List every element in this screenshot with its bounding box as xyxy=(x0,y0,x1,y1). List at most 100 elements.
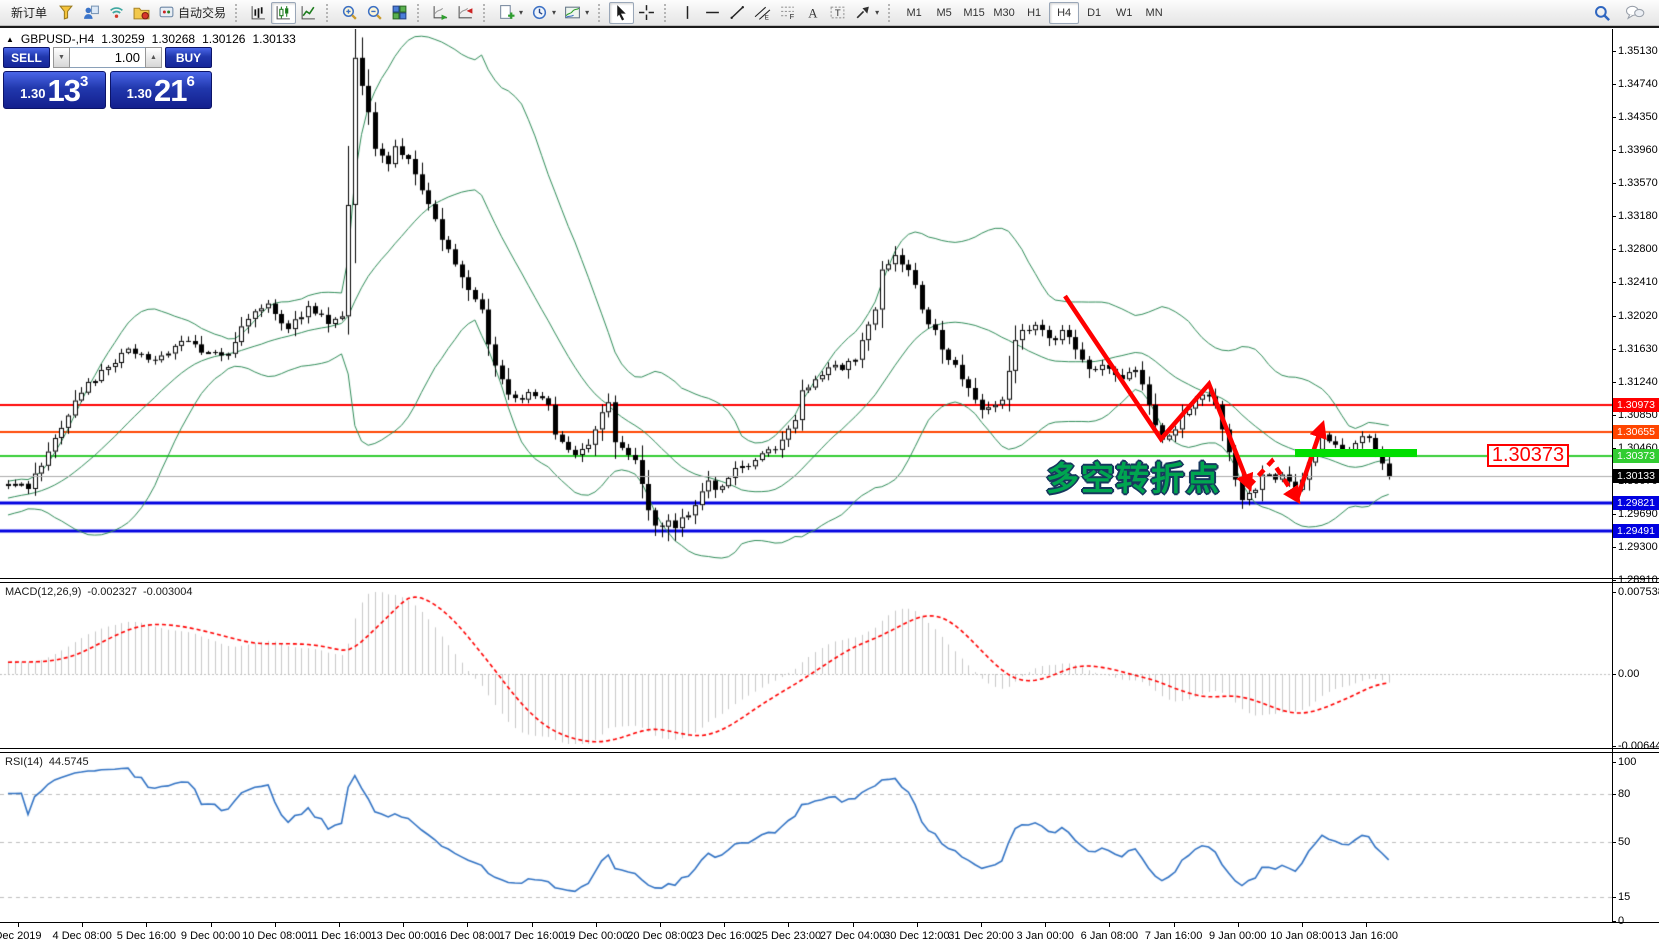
price-tick-label: 1.31630 xyxy=(1618,342,1658,355)
rsi-name: RSI(14) xyxy=(5,756,43,768)
new-chart-button[interactable]: ▾ xyxy=(494,2,527,24)
one-click-trading-panel: SELL ▼ 1.00 ▲ BUY 1.30 13 3 1.30 21 6 xyxy=(3,47,212,109)
trader-panel-icon[interactable] xyxy=(79,2,104,24)
periods-button[interactable]: ▾ xyxy=(527,2,560,24)
price-tick-label: 1.31240 xyxy=(1618,375,1658,388)
price-tick-label: 1.29690 xyxy=(1618,507,1658,520)
arrows-icon-caret[interactable]: ▾ xyxy=(875,8,880,17)
macd-tick-label: 0.00 xyxy=(1618,668,1640,680)
time-tick-mark xyxy=(339,923,340,927)
new-order-button-label: 新订单 xyxy=(11,6,48,20)
macd-tick-label: 0.007538 xyxy=(1618,586,1659,598)
tf-D1[interactable]: D1 xyxy=(1079,2,1109,24)
pivot-annotation-text[interactable]: 多空转折点 xyxy=(1046,460,1221,497)
new-chart-button-caret[interactable]: ▾ xyxy=(519,8,524,17)
panel-divider-rsi[interactable] xyxy=(0,748,1659,753)
time-axis-label: 16 Dec 08:00 xyxy=(434,930,501,942)
time-tick-mark xyxy=(18,923,19,927)
market-watch-icon[interactable] xyxy=(129,2,154,24)
chat-icon[interactable] xyxy=(1621,2,1649,24)
price-chart-canvas[interactable] xyxy=(0,29,1612,578)
rsi-value: 44.5745 xyxy=(48,756,89,768)
toolbar-group-grip[interactable] xyxy=(235,3,241,22)
pivot-highlight-bar[interactable] xyxy=(1295,449,1417,457)
price-tick-mark xyxy=(1612,51,1616,52)
toolbar-group-grip[interactable] xyxy=(417,3,423,22)
tf-MN[interactable]: MN xyxy=(1139,2,1169,24)
level-price-tag[interactable]: 1.30373 xyxy=(1613,448,1659,463)
volume-decrease-button[interactable]: ▼ xyxy=(53,47,70,68)
tf-H4[interactable]: H4 xyxy=(1049,1,1080,24)
tf-W1[interactable]: W1 xyxy=(1109,2,1139,24)
toolbar-group-grip[interactable] xyxy=(326,3,332,22)
chart-shift-icon[interactable] xyxy=(453,2,478,24)
price-tick-label: 1.32410 xyxy=(1618,276,1658,289)
price-callout[interactable]: 1.30373 xyxy=(1487,444,1569,467)
tf-M1[interactable]: M1 xyxy=(899,2,929,24)
search-icon[interactable] xyxy=(1589,2,1615,24)
tf-M30[interactable]: M30 xyxy=(989,2,1019,24)
time-axis-label: 9 Dec 00:00 xyxy=(180,930,241,942)
ohlc-open: 1.30259 xyxy=(101,32,145,46)
cursor-icon[interactable] xyxy=(609,1,635,24)
rsi-panel-canvas[interactable] xyxy=(0,753,1612,922)
autotrading-button[interactable]: 自动交易 xyxy=(154,2,230,24)
level-price-tag[interactable]: 1.30655 xyxy=(1613,424,1659,439)
tf-M15[interactable]: M15 xyxy=(959,2,989,24)
toolbar-group-grip[interactable] xyxy=(598,3,604,22)
level-price-tag[interactable]: 1.30973 xyxy=(1613,397,1659,412)
rsi-tick-label: 50 xyxy=(1618,835,1631,848)
periods-button-caret[interactable]: ▾ xyxy=(552,8,557,17)
price-tick-mark xyxy=(1612,513,1616,515)
signals-icon[interactable] xyxy=(104,2,129,24)
macd-panel-canvas[interactable] xyxy=(0,583,1612,748)
panel-divider-macd[interactable] xyxy=(0,578,1659,583)
toolbar-group-grip[interactable] xyxy=(664,3,670,22)
price-tick-mark xyxy=(1612,348,1616,350)
tile-windows-icon[interactable] xyxy=(387,2,412,24)
bar-chart-icon[interactable] xyxy=(246,2,271,24)
chart-ohlc-header: ▲ GBPUSD-,H4 1.30259 1.30268 1.30126 1.3… xyxy=(6,32,296,46)
toolbar-group-grip[interactable] xyxy=(888,3,894,22)
templates-button[interactable]: ▾ xyxy=(560,2,593,24)
volume-input[interactable]: 1.00 xyxy=(70,47,145,68)
one-click-collapse-icon[interactable]: ▲ xyxy=(6,34,14,44)
price-axis-line xyxy=(1612,29,1613,922)
svg-text:A: A xyxy=(808,6,818,20)
toolbar-group-grip[interactable] xyxy=(483,3,489,22)
sell-button[interactable]: SELL xyxy=(3,47,50,68)
text-icon[interactable]: A xyxy=(800,2,825,24)
channel-icon[interactable]: E xyxy=(750,2,775,24)
buy-price-big: 21 xyxy=(153,73,187,109)
new-order-button[interactable]: 新订单 xyxy=(4,2,54,24)
vertical-line-icon[interactable] xyxy=(675,2,700,24)
zoom-out-icon[interactable] xyxy=(362,2,387,24)
funnel-icon[interactable] xyxy=(54,2,79,24)
fibonacci-icon[interactable]: F xyxy=(775,2,800,24)
volume-increase-button[interactable]: ▲ xyxy=(145,47,162,68)
price-tick-mark xyxy=(1612,546,1616,548)
trendline-icon[interactable] xyxy=(725,2,750,24)
crosshair-icon[interactable] xyxy=(634,2,659,24)
horizontal-line-icon[interactable] xyxy=(700,2,725,24)
time-axis-label: 6 Jan 08:00 xyxy=(1080,930,1139,942)
text-label-icon[interactable]: T xyxy=(825,2,850,24)
candlestick-chart-icon[interactable] xyxy=(271,1,297,24)
zoom-in-icon[interactable] xyxy=(337,2,362,24)
level-price-tag[interactable]: 1.29821 xyxy=(1613,495,1659,510)
volume-stepper: ▼ 1.00 ▲ xyxy=(53,47,162,68)
arrows-icon[interactable]: ▾ xyxy=(850,2,883,24)
macd-tick-mark xyxy=(1612,746,1616,747)
price-tick-mark xyxy=(1612,414,1616,416)
line-chart-icon[interactable] xyxy=(296,2,321,24)
templates-button-caret[interactable]: ▾ xyxy=(585,8,590,17)
auto-scroll-icon[interactable] xyxy=(428,2,453,24)
tf-H1[interactable]: H1 xyxy=(1019,2,1049,24)
price-tick-label: 1.32020 xyxy=(1618,309,1658,322)
time-tick-mark xyxy=(467,923,469,927)
buy-button[interactable]: BUY xyxy=(165,47,212,68)
buy-quote-button[interactable]: 1.30 21 6 xyxy=(109,71,212,109)
level-price-tag[interactable]: 1.29491 xyxy=(1613,523,1659,538)
tf-M5[interactable]: M5 xyxy=(929,2,959,24)
sell-quote-button[interactable]: 1.30 13 3 xyxy=(3,71,106,109)
